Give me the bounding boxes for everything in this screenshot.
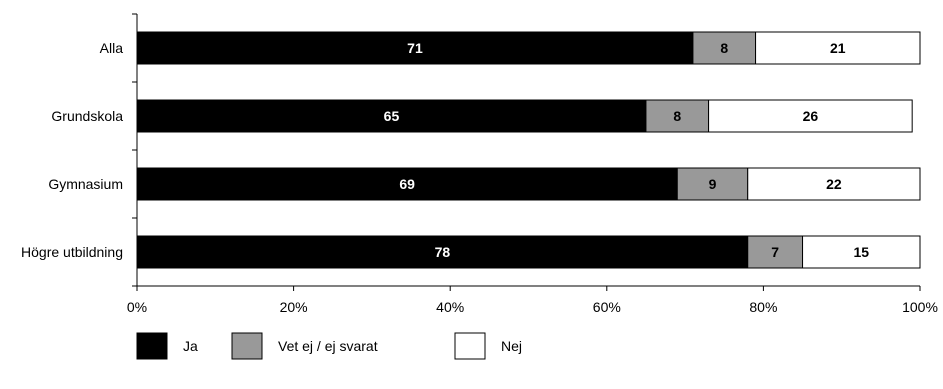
legend-label: Nej [501,338,522,354]
x-tick-label: 100% [902,299,938,315]
plot-area: 0% 20% 40% 60% 80% 100% Alla 71 8 21 Grundskola 65 8… [21,13,938,315]
data-label: 8 [720,40,728,56]
bar-segment-vet-ej-ej-svarat [692,31,757,65]
data-label: 78 [435,244,451,260]
data-label: 71 [407,40,423,56]
legend-swatch-vet-ej-ej-svarat [231,332,263,360]
data-label: 9 [709,176,717,192]
legend-label: Ja [183,338,198,354]
category-label: Alla [100,40,124,56]
x-tick-label: 40% [436,299,464,315]
legend-label: Vet ej / ej svarat [278,338,378,354]
category-label: Grundskola [51,108,123,124]
bar-segment-vet-ej-ej-svarat [645,99,710,133]
bar-segment-vet-ej-ej-svarat [747,235,804,269]
data-label: 21 [830,40,846,56]
data-label: 26 [803,108,819,124]
bar-segment-ja [136,235,749,269]
x-tick-label: 80% [749,299,777,315]
data-label: 8 [673,108,681,124]
legend-swatch-nej [454,332,486,360]
category-label: Högre utbildning [21,244,123,260]
bar-segment-nej [708,99,913,133]
bar-segment-ja [136,99,647,133]
category-label: Gymnasium [48,176,123,192]
x-tick-label: 60% [593,299,621,315]
data-label: 15 [853,244,869,260]
data-label: 65 [384,108,400,124]
bar-segment-nej [747,167,921,201]
data-label: 69 [399,176,415,192]
legend-swatch-ja [136,332,168,360]
data-label: 7 [771,244,779,260]
data-label: 22 [826,176,842,192]
x-tick-label: 20% [280,299,308,315]
bar-segment-nej [802,235,921,269]
legend: Ja Vet ej / ej svarat Nej [136,332,522,360]
bar-segment-nej [755,31,921,65]
bar-segment-ja [136,167,678,201]
x-tick-label: 0% [127,299,147,315]
